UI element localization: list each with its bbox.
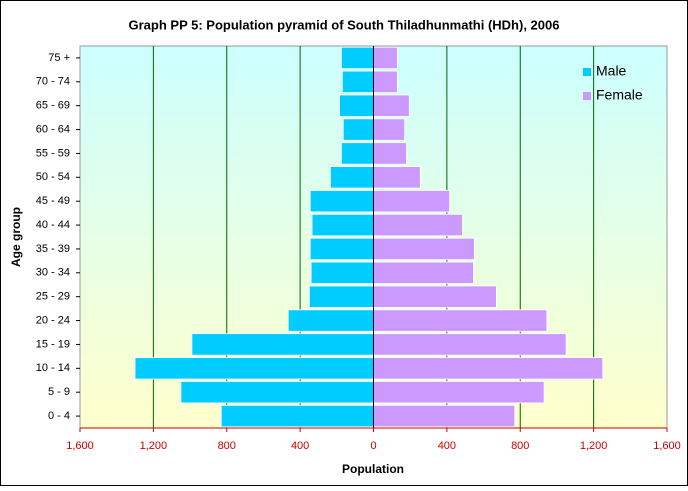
bar bbox=[341, 70, 374, 93]
y-tick-label: 0 - 4 bbox=[48, 410, 70, 422]
x-tick-label: 400 bbox=[291, 440, 309, 452]
bar bbox=[309, 237, 374, 261]
x-tick-label: 800 bbox=[511, 440, 529, 452]
bar bbox=[373, 404, 516, 428]
y-tick-label: 40 - 44 bbox=[36, 219, 70, 231]
bar bbox=[373, 142, 407, 165]
bar bbox=[342, 118, 374, 141]
bar bbox=[340, 142, 374, 165]
legend-label: Female bbox=[596, 87, 643, 103]
chart-title: Graph PP 5: Population pyramid of South … bbox=[129, 17, 560, 32]
x-tick-label: 0 bbox=[370, 440, 376, 452]
y-tick-label: 70 - 74 bbox=[36, 76, 70, 88]
bar bbox=[373, 94, 410, 117]
bar bbox=[134, 357, 374, 380]
bar bbox=[373, 381, 545, 404]
bar bbox=[373, 237, 475, 261]
y-tick-label: 25 - 29 bbox=[36, 291, 70, 303]
bar bbox=[373, 261, 474, 284]
bar bbox=[311, 213, 374, 237]
y-tick-label: 35 - 39 bbox=[36, 243, 70, 255]
x-tick-label: 1,200 bbox=[140, 440, 168, 452]
y-tick-label: 5 - 9 bbox=[48, 386, 70, 398]
bar bbox=[220, 404, 374, 428]
legend-swatch bbox=[583, 68, 591, 76]
y-tick-label: 50 - 54 bbox=[36, 171, 70, 183]
bar bbox=[309, 190, 374, 213]
bar bbox=[180, 381, 374, 404]
bar bbox=[373, 46, 398, 70]
bar bbox=[287, 309, 374, 332]
y-axis-label: Age group bbox=[9, 207, 23, 267]
bar bbox=[373, 309, 548, 332]
y-tick-label: 75 + bbox=[48, 52, 70, 64]
bar bbox=[373, 285, 497, 308]
bar bbox=[329, 166, 374, 189]
y-tick-label: 10 - 14 bbox=[36, 362, 70, 374]
legend-swatch bbox=[583, 92, 591, 100]
bar bbox=[310, 261, 374, 284]
y-tick-label: 55 - 59 bbox=[36, 147, 70, 159]
y-tick-label: 45 - 49 bbox=[36, 195, 70, 207]
y-tick-label: 20 - 24 bbox=[36, 314, 70, 326]
bar bbox=[373, 357, 604, 380]
y-tick-label: 60 - 64 bbox=[36, 123, 70, 135]
bar bbox=[339, 94, 374, 117]
y-tick-label: 30 - 34 bbox=[36, 267, 70, 279]
y-tick-label: 15 - 19 bbox=[36, 338, 70, 350]
bar bbox=[373, 70, 398, 93]
bar bbox=[373, 333, 567, 356]
bar bbox=[340, 46, 374, 70]
x-tick-label: 1,200 bbox=[580, 440, 608, 452]
x-axis-label: Population bbox=[342, 462, 404, 476]
bar bbox=[373, 118, 406, 141]
x-tick-label: 1,600 bbox=[653, 440, 681, 452]
bar bbox=[191, 333, 374, 356]
bar bbox=[373, 190, 451, 213]
legend-label: Male bbox=[596, 63, 627, 79]
x-tick-label: 800 bbox=[218, 440, 236, 452]
bar bbox=[373, 213, 463, 237]
bar bbox=[308, 285, 374, 308]
x-tick-label: 1,600 bbox=[66, 440, 94, 452]
bar bbox=[373, 166, 421, 189]
y-tick-label: 65 - 69 bbox=[36, 100, 70, 112]
x-tick-label: 400 bbox=[438, 440, 456, 452]
